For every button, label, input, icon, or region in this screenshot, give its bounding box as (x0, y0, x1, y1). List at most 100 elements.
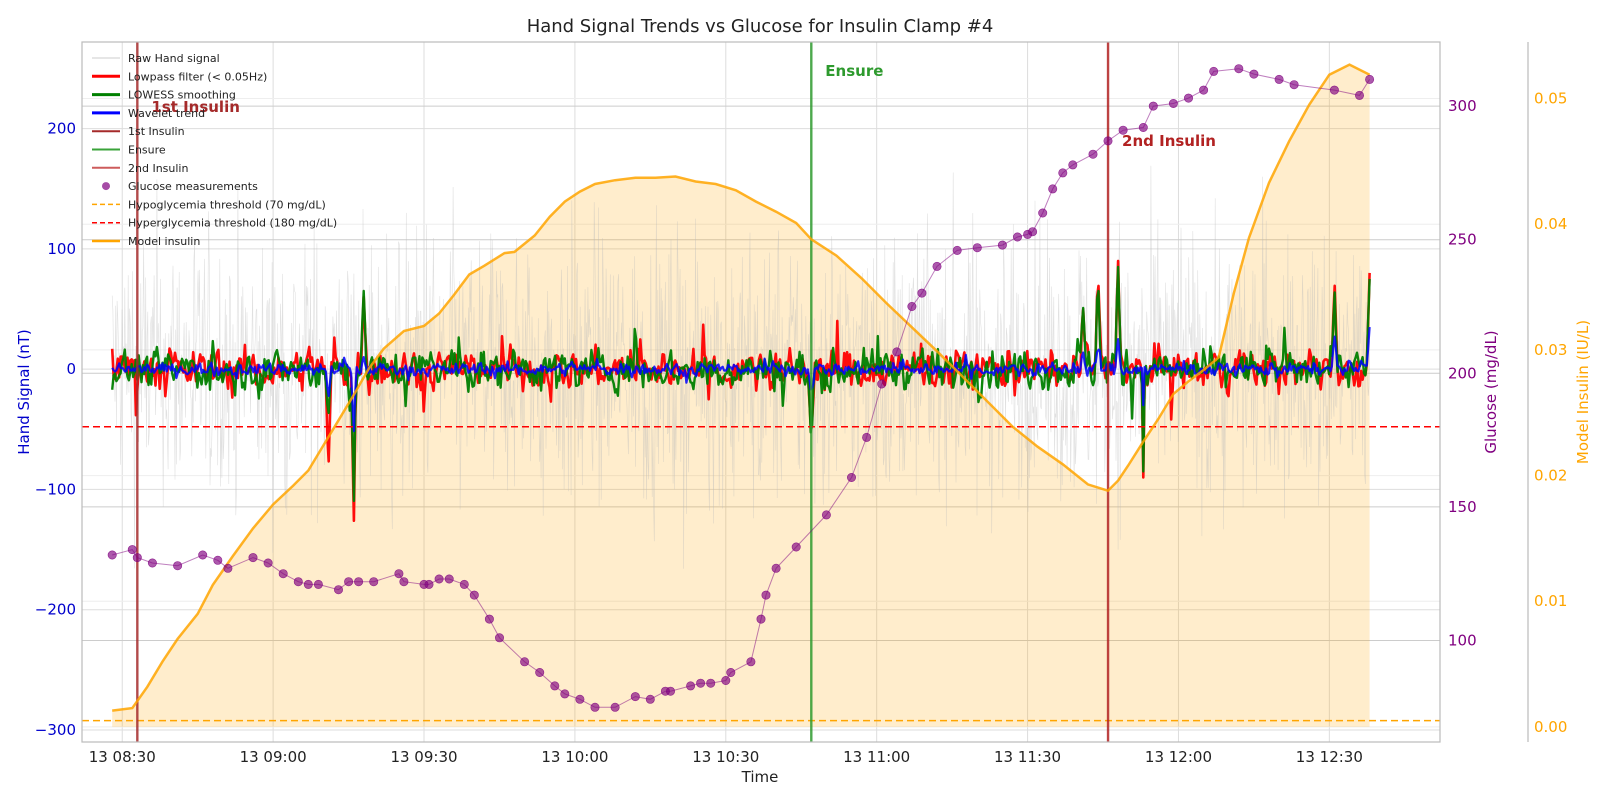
legend-label: 1st Insulin (128, 125, 185, 138)
glucose-point (333, 585, 343, 595)
glucose-point (132, 553, 142, 563)
glucose-point (494, 633, 504, 643)
glucose-point (369, 577, 379, 587)
left-tick-label: 0 (66, 360, 76, 378)
glucose-point (1184, 93, 1194, 103)
left-tick-label: −200 (35, 601, 76, 619)
glucose-point (862, 432, 872, 442)
glucose-point (459, 579, 469, 589)
model-insulin-line (112, 63, 1371, 712)
glucose-point (535, 667, 545, 677)
glucose-point (263, 558, 273, 568)
glucose-point (1365, 74, 1375, 84)
insulin-tick-label: 0.02 (1534, 467, 1567, 485)
event-annotation: 2nd Insulin (1122, 132, 1216, 150)
glucose-point (721, 675, 731, 685)
legend-label: Model insulin (128, 235, 200, 248)
event-annotation: Ensure (825, 62, 883, 80)
left-tick-label: 100 (47, 240, 76, 258)
glucose-point (1103, 136, 1113, 146)
glucose-point (223, 563, 233, 573)
glucose-point (665, 686, 675, 696)
glucose-point (1118, 125, 1128, 135)
glucose-point (590, 702, 600, 712)
glucose-point (1249, 69, 1259, 79)
glucose-point (434, 574, 444, 584)
glucose-point (213, 555, 223, 565)
glucose-point (399, 577, 409, 587)
event-annotation: 1st Insulin (151, 98, 240, 116)
insulin-tick-label: 0.05 (1534, 90, 1567, 108)
wavelet-trace (111, 327, 1371, 433)
glucose-point (1234, 64, 1244, 74)
x-tick-label: 13 12:30 (1296, 748, 1363, 766)
glucose-point (1028, 227, 1038, 237)
glucose-axis-label: Glucose (mg/dL) (1482, 330, 1500, 453)
glucose-point (756, 614, 766, 624)
glucose-point (1038, 208, 1048, 218)
legend-label: Raw Hand signal (128, 52, 220, 65)
glucose-tick-label: 250 (1448, 231, 1477, 249)
glucose-point (746, 657, 756, 667)
glucose-point (1068, 160, 1078, 170)
glucose-point (550, 681, 560, 691)
glucose-point (278, 569, 288, 579)
glucose-point (1274, 74, 1284, 84)
glucose-point (1138, 123, 1148, 133)
glucose-point (952, 245, 962, 255)
left-tick-label: −100 (35, 480, 76, 498)
glucose-point (907, 301, 917, 311)
left-axis-label: Hand Signal (nT) (15, 329, 33, 455)
glucose-point (610, 702, 620, 712)
glucose-point (1209, 66, 1219, 76)
glucose-tick-label: 300 (1448, 97, 1477, 115)
insulin-tick-label: 0.04 (1534, 215, 1567, 233)
glucose-point (645, 694, 655, 704)
glucose-point (997, 240, 1007, 250)
glucose-point (444, 574, 454, 584)
glucose-point (706, 678, 716, 688)
x-tick-label: 13 10:30 (692, 748, 759, 766)
glucose-point (520, 657, 530, 667)
glucose-point (1048, 184, 1058, 194)
chart-title: Hand Signal Trends vs Glucose for Insuli… (527, 16, 994, 37)
glucose-point (761, 590, 771, 600)
glucose-point (107, 550, 117, 560)
glucose-point (173, 561, 183, 571)
glucose-point (686, 681, 696, 691)
glucose-point (892, 347, 902, 357)
legend-label: Wavelet trend (128, 107, 205, 120)
x-tick-label: 13 09:00 (240, 748, 307, 766)
legend-label: Lowpass filter (< 0.05Hz) (128, 70, 267, 83)
glucose-point (791, 542, 801, 552)
glucose-point (1329, 85, 1339, 95)
glucose-tick-label: 200 (1448, 364, 1477, 382)
glucose-tick-label: 150 (1448, 498, 1477, 516)
insulin-axis-label: Model Insulin (IU/L) (1574, 320, 1592, 464)
glucose-point (198, 550, 208, 560)
x-tick-label: 13 12:00 (1145, 748, 1212, 766)
glucose-point (293, 577, 303, 587)
glucose-point (696, 678, 706, 688)
glucose-point (821, 510, 831, 520)
glucose-point (1088, 149, 1098, 159)
legend-label: 2nd Insulin (128, 162, 188, 175)
legend-label: Ensure (128, 144, 166, 157)
glucose-point (972, 243, 982, 253)
glucose-point (1289, 80, 1299, 90)
glucose-point (344, 577, 354, 587)
glucose-point (394, 569, 404, 579)
glucose-point (917, 288, 927, 298)
legend-label: LOWESS smoothing (128, 89, 236, 102)
left-tick-label: 200 (47, 120, 76, 138)
glucose-point (424, 579, 434, 589)
glucose-point (248, 553, 258, 563)
glucose-point (303, 579, 313, 589)
plot-frame (81, 41, 1441, 743)
raw-hand-signal (111, 165, 1370, 569)
glucose-point (1168, 99, 1178, 109)
model-insulin-fill (112, 64, 1370, 727)
x-axis-label: Time (741, 768, 779, 786)
x-tick-label: 13 09:30 (390, 748, 457, 766)
